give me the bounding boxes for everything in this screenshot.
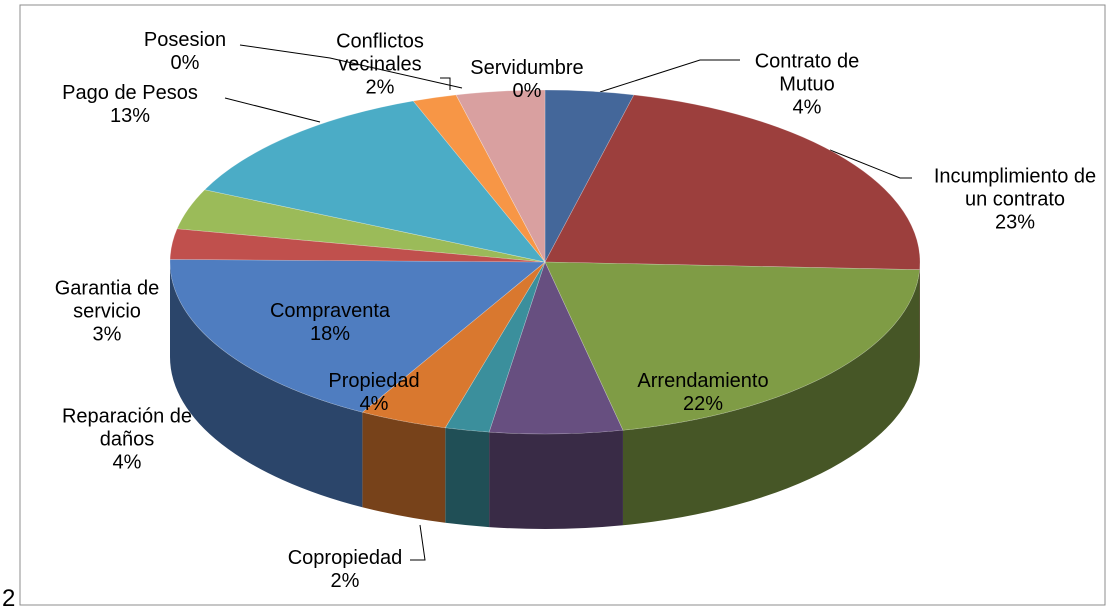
slice-value: 0% — [512, 80, 542, 102]
leader-line — [599, 59, 740, 93]
slice-label: Copropiedad 2% — [265, 547, 425, 593]
slice-value: 22% — [682, 393, 724, 415]
slice-name: Arrendamiento — [637, 370, 769, 392]
slice-value: 4% — [792, 96, 822, 119]
slice-name: Compraventa — [269, 300, 391, 322]
slice-label: Reparación de daños 4% — [52, 406, 202, 475]
slice-side — [170, 262, 363, 508]
pie — [169, 89, 921, 530]
slice-label: Incumplimiento de un contrato 23% — [920, 166, 1110, 235]
slice-value: 2% — [330, 570, 360, 592]
slice-name: Copropiedad — [287, 547, 403, 569]
slice-label: Compraventa 18% — [240, 300, 420, 346]
slice — [204, 100, 546, 263]
slice-label: Garantia de servicio 3% — [42, 278, 172, 347]
slice — [169, 259, 546, 413]
slice — [444, 261, 546, 433]
slice — [544, 89, 635, 263]
slice-value: 2% — [365, 76, 395, 99]
leader-lines — [224, 44, 912, 561]
slice-name: Contrato de Mutuo — [754, 50, 860, 96]
slice — [169, 228, 546, 263]
slice — [455, 89, 546, 263]
slice — [488, 261, 624, 435]
slice-side — [622, 269, 920, 526]
slice-label: Servidumbre 0% — [447, 57, 607, 103]
leader-line — [239, 44, 463, 89]
slice-label: Arrendamiento 22% — [603, 370, 803, 416]
slice-side — [445, 427, 490, 528]
slice-name: Servidumbre — [470, 57, 584, 79]
slice-label: Pago de Pesos 13% — [35, 82, 225, 128]
slice-name: Reparación de daños — [61, 405, 193, 451]
slice-side — [362, 412, 446, 523]
footnote: 2 — [2, 585, 16, 611]
slice-name: Pago de Pesos — [62, 82, 198, 104]
slice-label: Conflictos vecinales 2% — [325, 31, 435, 100]
slice-label: Contrato de Mutuo 4% — [742, 51, 872, 120]
slice-value: 4% — [359, 393, 389, 415]
slice — [176, 189, 546, 263]
slice-name: Incumplimiento de un contrato — [933, 165, 1097, 211]
slice-value: 13% — [109, 105, 151, 127]
slice-name: Propiedad — [328, 370, 420, 392]
slice — [544, 94, 921, 271]
slice — [361, 261, 546, 429]
leader-line — [410, 524, 426, 561]
slice-value: 4% — [112, 451, 142, 474]
slice-side — [489, 430, 623, 530]
slice-value: 23% — [994, 211, 1036, 234]
slice — [412, 94, 546, 263]
slice — [544, 261, 920, 431]
leader-line — [829, 149, 912, 179]
slice-name: Garantia de servicio — [54, 277, 160, 323]
slice-label: Posesion 0% — [130, 29, 240, 75]
leader-line — [224, 97, 321, 123]
slice-value: 3% — [92, 323, 122, 346]
slice-value: 0% — [170, 52, 200, 74]
slice-name: Conflictos vecinales — [336, 30, 424, 76]
leader-line — [440, 77, 451, 90]
slice-name: Posesion — [143, 29, 227, 51]
slice-label: Propiedad 4% — [304, 370, 444, 416]
slice-value: 18% — [309, 323, 351, 345]
